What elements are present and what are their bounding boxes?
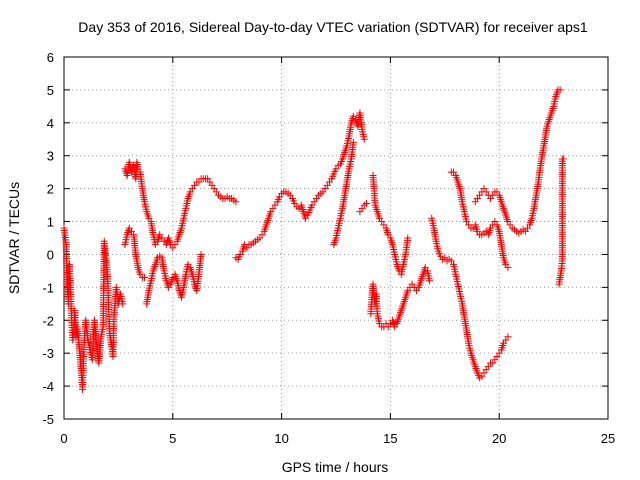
data-point-marker: [119, 300, 127, 308]
y-tick-label: -2: [42, 313, 54, 328]
y-axis-label: SDTVAR / TECUs: [6, 182, 22, 294]
x-tick-label: 25: [601, 431, 615, 446]
y-tick-label: 5: [47, 83, 54, 98]
data-point-marker: [232, 198, 240, 206]
x-tick-label: 10: [274, 431, 288, 446]
data-point-marker: [504, 264, 512, 272]
y-tick-label: 2: [47, 182, 54, 197]
data-point-marker: [349, 139, 357, 147]
y-tick-label: 6: [47, 50, 54, 65]
data-point-marker: [426, 277, 434, 285]
x-tick-label: 0: [60, 431, 67, 446]
data-point-marker: [559, 155, 567, 163]
grid: [64, 57, 608, 419]
data-point-marker: [362, 199, 370, 207]
y-tick-label: -4: [42, 379, 54, 394]
y-tick-label: -1: [42, 280, 54, 295]
data-points: [60, 86, 567, 393]
x-tick-label: 5: [169, 431, 176, 446]
data-point-marker: [141, 273, 149, 281]
x-axis-label: GPS time / hours: [282, 459, 389, 475]
y-tick-label: 1: [47, 215, 54, 230]
data-point-marker: [404, 234, 412, 242]
y-tick-label: 4: [47, 116, 54, 131]
y-tick-label: -5: [42, 412, 54, 427]
y-tick-label: 0: [47, 247, 54, 262]
x-tick-label: 20: [492, 431, 506, 446]
data-point-marker: [504, 333, 512, 341]
x-tick-labels: 0 5 10 15 20 25: [60, 431, 615, 446]
data-point-marker: [556, 86, 564, 94]
y-tick-labels: -5 -4 -3 -2 -1 0 1 2 3 4 5 6: [42, 50, 54, 427]
axis-ticks: [63, 56, 609, 420]
chart-title: Day 353 of 2016, Sidereal Day-to-day VTE…: [78, 19, 588, 35]
data-point-marker: [197, 250, 205, 258]
y-tick-label: 3: [47, 149, 54, 164]
data-point-marker: [360, 135, 368, 143]
x-tick-label: 15: [383, 431, 397, 446]
y-tick-label: -3: [42, 346, 54, 361]
